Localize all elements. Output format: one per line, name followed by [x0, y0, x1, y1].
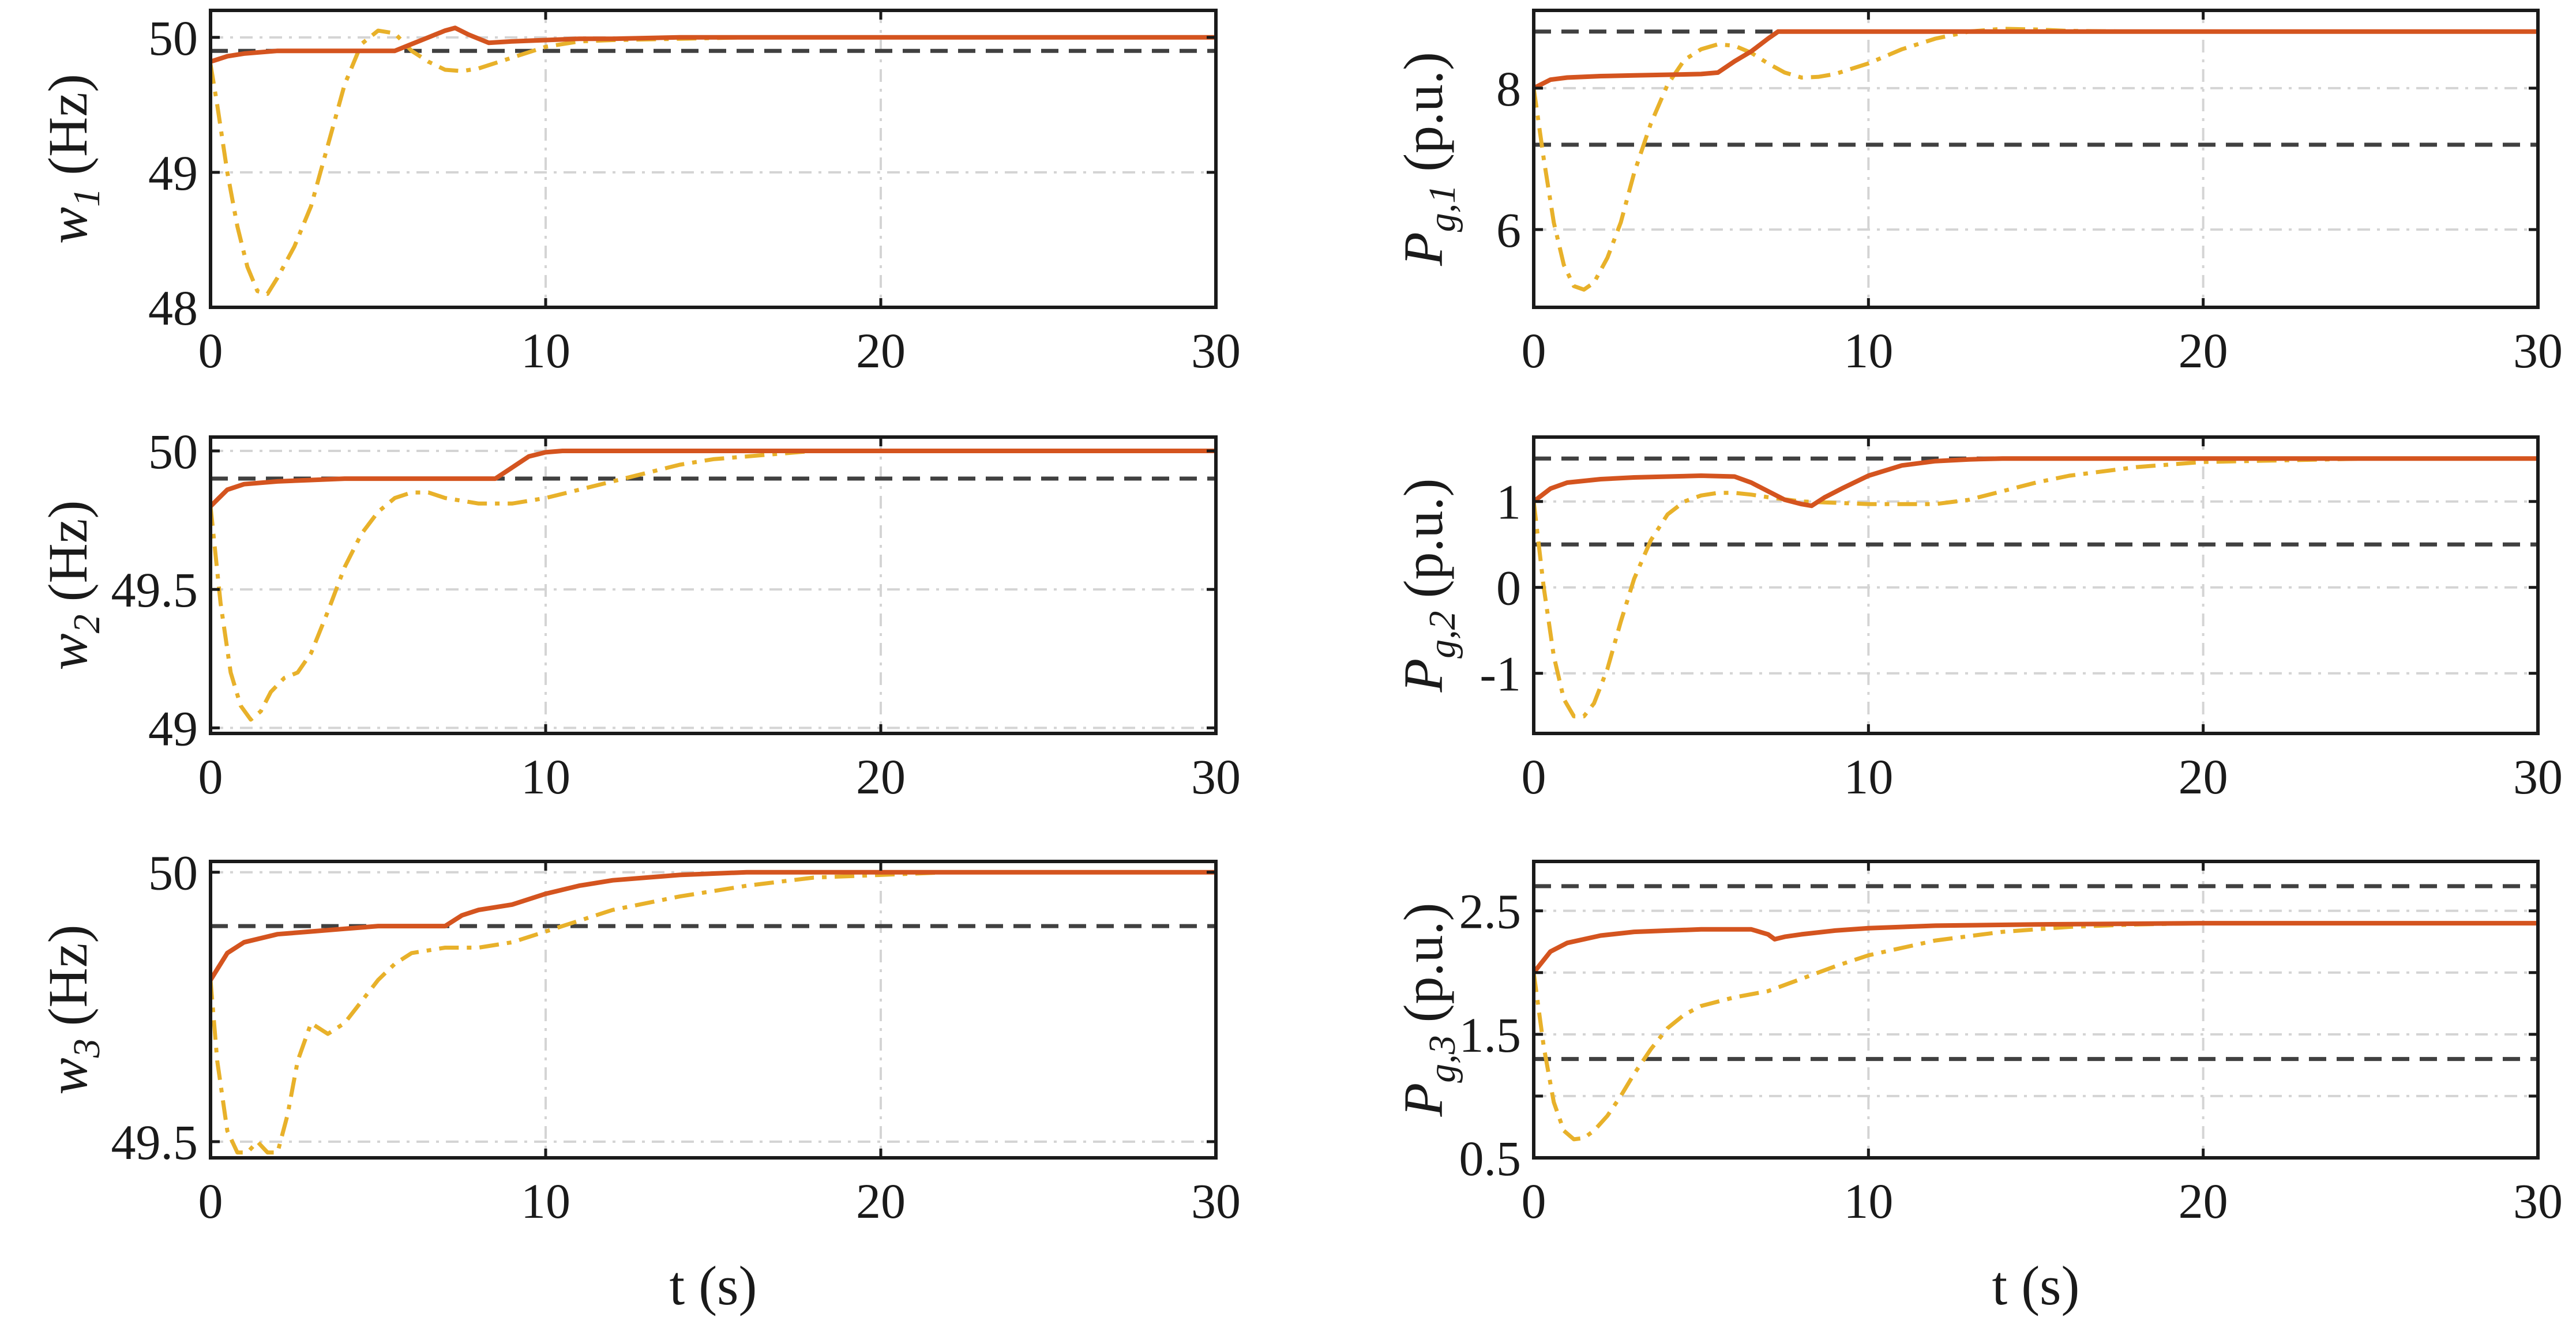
y-tick-label: 49.5 [111, 562, 198, 618]
x-tick-label: 0 [198, 1173, 223, 1229]
y-axis-label: Pg,1 (p.u.) [1392, 52, 1463, 266]
x-tick-label: 20 [2179, 749, 2228, 804]
y-axis-label: Pg,3 (p.u.) [1392, 902, 1463, 1117]
y-axis-label: w3 (Hz) [37, 925, 108, 1095]
plot-frame [209, 860, 1218, 1160]
y-tick-label: 8 [1496, 61, 1521, 116]
x-tick-label: 10 [1843, 1173, 1893, 1229]
y-axis-subscript: 2 [66, 614, 108, 633]
series-line-solid [211, 870, 1216, 981]
y-tick-label: 50 [148, 424, 198, 479]
x-tick-label: 10 [521, 1173, 570, 1229]
y-axis-symbol: P [1392, 658, 1454, 693]
series-line-solid [1534, 29, 2538, 91]
y-tick-label: 0 [1496, 560, 1521, 616]
x-tick-label: 0 [1522, 1173, 1546, 1229]
plot-frame [209, 9, 1218, 309]
plot-frame [1532, 9, 2540, 309]
chart-panel-3: 0 10 20 30 49 49.5 50 w2 (Hz) [37, 424, 1241, 804]
y-axis-unit: (p.u.) [1392, 902, 1454, 1022]
x-axis-label: t (s) [670, 1255, 757, 1316]
x-tick-label: 20 [856, 1173, 906, 1229]
y-axis-subscript: 3 [66, 1038, 108, 1058]
y-tick-label: 2.5 [1459, 884, 1522, 939]
y-axis-symbol: w [37, 207, 99, 244]
chart-panel-1: 0 10 20 30 48 49 50 w1 (Hz) [37, 9, 1241, 378]
y-tick-label: 50 [148, 845, 198, 901]
y-axis-subscript: 1 [66, 188, 108, 207]
y-tick-label: 49.5 [111, 1115, 198, 1170]
x-tick-label: 0 [1522, 749, 1546, 804]
y-tick-label: 1 [1496, 475, 1521, 530]
y-axis-symbol: w [37, 1057, 99, 1094]
chart-panel-2: 0 10 20 30 6 8 Pg,1 (p.u.) [1392, 9, 2563, 378]
y-axis-unit: (p.u.) [1392, 478, 1454, 598]
x-tick-label: 30 [1191, 1173, 1241, 1229]
x-tick-label: 10 [521, 749, 570, 804]
y-tick-label: 50 [148, 10, 198, 66]
series-line-dashdot [211, 28, 1216, 296]
y-axis-label: Pg,2 (p.u.) [1392, 478, 1463, 693]
y-tick-label: 0.5 [1459, 1131, 1522, 1186]
chart-panel-5: 0 10 20 30 49.5 50 w3 (Hz) t (s) [37, 845, 1241, 1316]
series-line-dashdot [1534, 456, 2538, 718]
x-tick-label: 30 [1191, 749, 1241, 804]
chart-panel-6: 0 10 20 30 0.5 1.5 2.5 Pg,3 (p.u.) t (s) [1392, 860, 2563, 1316]
x-tick-label: 30 [2513, 323, 2563, 378]
plot-frame [1532, 435, 2540, 735]
y-axis-symbol: w [37, 633, 99, 670]
y-axis-label: w1 (Hz) [37, 74, 108, 244]
x-tick-label: 10 [1843, 749, 1893, 804]
x-tick-label: 30 [2513, 1173, 2563, 1229]
plot-frame [209, 435, 1218, 735]
x-tick-label: 10 [521, 323, 570, 378]
series-line-dashdot [1534, 27, 2538, 292]
y-axis-unit: (Hz) [37, 74, 99, 175]
y-tick-label: 1.5 [1459, 1007, 1522, 1063]
y-axis-unit: (p.u.) [1392, 52, 1454, 172]
x-tick-label: 30 [1191, 323, 1241, 378]
y-tick-label: 6 [1496, 202, 1521, 258]
y-tick-label: -1 [1479, 646, 1521, 702]
x-tick-label: 0 [198, 323, 223, 378]
x-tick-label: 20 [2179, 1173, 2228, 1229]
y-tick-label: 49 [148, 701, 198, 756]
series-line-solid [211, 449, 1216, 508]
y-axis-symbol: P [1392, 1083, 1454, 1117]
series-line-dashdot [211, 449, 1216, 722]
series-line-dashdot [211, 870, 1216, 1155]
series-line-solid [1534, 921, 2538, 974]
x-axis-label: t (s) [1992, 1255, 2080, 1316]
y-axis-label: w2 (Hz) [37, 500, 108, 671]
y-axis-unit: (Hz) [37, 500, 99, 602]
x-tick-label: 20 [856, 749, 906, 804]
y-tick-label: 48 [148, 280, 198, 336]
x-tick-label: 10 [1843, 323, 1893, 378]
series-line-dashdot [1534, 921, 2538, 1142]
plot-frame [1532, 860, 2540, 1160]
x-tick-label: 30 [2513, 749, 2563, 804]
y-axis-subscript: g,1 [1421, 185, 1463, 232]
x-tick-label: 20 [2179, 323, 2228, 378]
series-line-solid [211, 25, 1216, 64]
x-tick-label: 0 [1522, 323, 1546, 378]
x-tick-label: 0 [198, 749, 223, 804]
y-axis-unit: (Hz) [37, 925, 99, 1026]
y-axis-subscript: g,3 [1421, 1035, 1463, 1083]
y-axis-subscript: g,2 [1421, 611, 1463, 658]
series-line-solid [1534, 456, 2538, 509]
y-axis-symbol: P [1392, 232, 1454, 266]
x-tick-label: 20 [856, 323, 906, 378]
y-tick-label: 49 [148, 145, 198, 201]
